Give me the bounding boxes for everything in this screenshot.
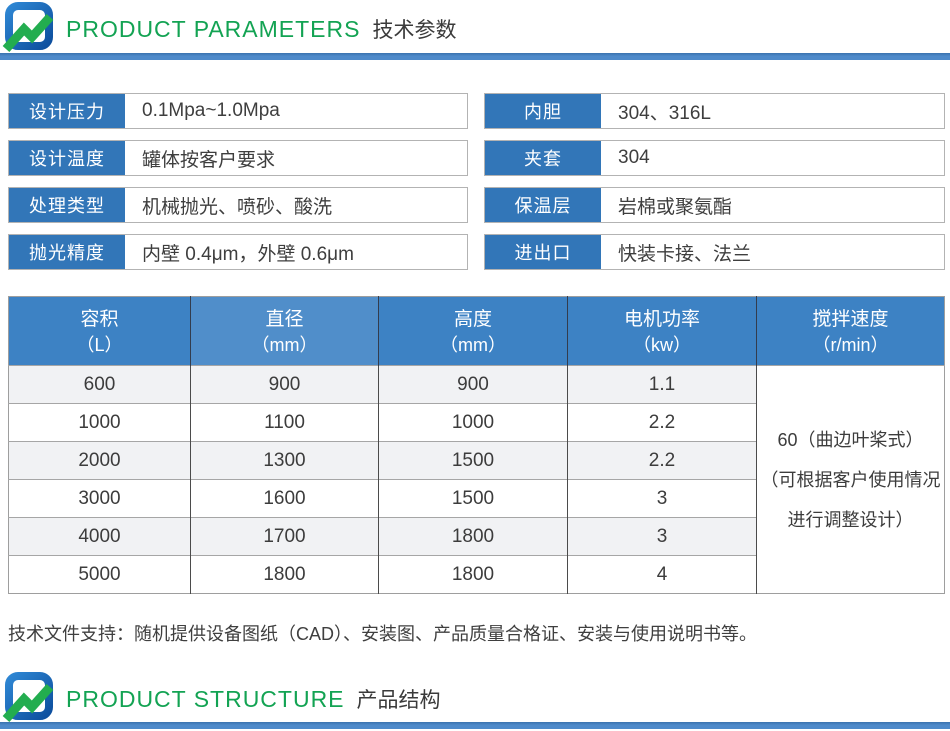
col-title: 容积 (80, 308, 119, 330)
col-unit: （mm） (440, 334, 506, 355)
spec-table-body: 600 900 900 1.1 60（曲边叶桨式） （可根据客户使用情况进行调整… (8, 365, 945, 594)
spec-label: 内胆 (485, 94, 601, 128)
table-row: 1000 1100 1000 2.2 (8, 403, 945, 442)
spec-label: 进出口 (485, 235, 601, 269)
cell-height: 1500 (378, 441, 568, 480)
col-title: 电机功率 (623, 308, 700, 330)
cell-motor-power: 3 (567, 479, 757, 518)
blue-divider-rule (0, 722, 950, 729)
spec-label: 抛光精度 (9, 235, 125, 269)
brand-logo-icon (2, 2, 54, 53)
table-row: 600 900 900 1.1 60（曲边叶桨式） （可根据客户使用情况进行调整… (8, 365, 945, 594)
section-title-en: PRODUCT STRUCTURE (66, 685, 345, 712)
cell-volume: 5000 (8, 555, 191, 594)
table-row: 5000 1800 1800 4 (8, 555, 945, 594)
table-row: 3000 1600 1500 3 (8, 479, 945, 518)
spec-box-treatment-type: 处理类型 机械抛光、喷砂、酸洗 (8, 187, 468, 223)
spec-value: 内壁 0.4μm，外壁 0.6μm (142, 243, 354, 265)
table-row: 2000 1300 1500 2.2 (8, 441, 945, 480)
cell-diameter: 1100 (190, 403, 379, 442)
spec-table-container: 容积 （L） 直径 （mm） 高度 （mm） 电机功率 （kw） (8, 296, 945, 594)
spec-value: 罐体按客户要求 (142, 149, 276, 171)
spec-value: 304、316L (618, 102, 711, 124)
section-title-cn: 产品结构 (356, 689, 441, 712)
cell-height: 900 (378, 365, 568, 404)
section-title-cn: 技术参数 (372, 19, 457, 42)
col-title: 搅拌速度 (812, 308, 889, 330)
spec-value: 快装卡接、法兰 (618, 243, 752, 265)
cell-height: 1800 (378, 555, 568, 594)
stir-note-line: （可根据客户使用情况进行调整设计） (760, 469, 941, 530)
col-header-volume: 容积 （L） (8, 296, 191, 366)
spec-label: 设计温度 (9, 141, 125, 175)
col-unit: （r/min） (812, 334, 889, 355)
blue-divider-rule (0, 53, 950, 60)
spec-table: 容积 （L） 直径 （mm） 高度 （mm） 电机功率 （kw） (8, 296, 945, 594)
spec-box-jacket: 夹套 304 (484, 140, 945, 176)
col-header-stir-speed: 搅拌速度 （r/min） (756, 296, 945, 366)
col-unit: （mm） (251, 334, 318, 355)
cell-volume: 600 (8, 365, 191, 404)
table-row: 4000 1700 1800 3 (8, 517, 945, 556)
cell-diameter: 1300 (190, 441, 379, 480)
spec-box-design-pressure: 设计压力 0.1Mpa~1.0Mpa (8, 93, 468, 129)
cell-volume: 3000 (8, 479, 191, 518)
spec-label: 设计压力 (9, 94, 125, 128)
col-header-motor-power: 电机功率 （kw） (567, 296, 757, 366)
cell-motor-power: 2.2 (567, 403, 757, 442)
spec-label: 处理类型 (9, 188, 125, 222)
cell-volume: 4000 (8, 517, 191, 556)
col-title: 直径 (265, 308, 304, 330)
spec-value: 0.1Mpa~1.0Mpa (142, 100, 280, 121)
brand-logo-icon (2, 672, 54, 723)
spec-box-design-temperature: 设计温度 罐体按客户要求 (8, 140, 468, 176)
cell-motor-power: 3 (567, 517, 757, 556)
spec-table-head: 容积 （L） 直径 （mm） 高度 （mm） 电机功率 （kw） (8, 296, 945, 366)
cell-motor-power: 2.2 (567, 441, 757, 480)
technical-documents-note: 技术文件支持：随机提供设备图纸（CAD）、安装图、产品质量合格证、安装与使用说明… (8, 624, 757, 644)
cell-diameter: 1700 (190, 517, 379, 556)
cell-stir-speed-merged: 60（曲边叶桨式） （可根据客户使用情况进行调整设计） (756, 365, 945, 594)
col-unit: （kw） (633, 334, 691, 355)
col-header-diameter: 直径 （mm） (190, 296, 379, 366)
cell-height: 1500 (378, 479, 568, 518)
cell-diameter: 1800 (190, 555, 379, 594)
stir-note-line: 60（曲边叶桨式） (777, 429, 924, 450)
col-header-height: 高度 （mm） (378, 296, 568, 366)
cell-diameter: 1600 (190, 479, 379, 518)
cell-height: 1000 (378, 403, 568, 442)
col-title: 高度 (453, 308, 492, 330)
spec-value: 机械抛光、喷砂、酸洗 (142, 196, 333, 218)
spec-box-polish-precision: 抛光精度 内壁 0.4μm，外壁 0.6μm (8, 234, 468, 270)
cell-motor-power: 1.1 (567, 365, 757, 404)
spec-box-insulation-layer: 保温层 岩棉或聚氨酯 (484, 187, 945, 223)
cell-motor-power: 4 (567, 555, 757, 594)
table-header-row: 容积 （L） 直径 （mm） 高度 （mm） 电机功率 （kw） (8, 296, 945, 366)
spec-box-inlet-outlet: 进出口 快装卡接、法兰 (484, 234, 945, 270)
section-header-structure: PRODUCT STRUCTURE 产品结构 (2, 672, 441, 726)
spec-value: 岩棉或聚氨酯 (618, 196, 733, 218)
section-title-en: PRODUCT PARAMETERS (66, 15, 361, 42)
section-header-parameters: PRODUCT PARAMETERS 技术参数 (2, 2, 456, 56)
cell-height: 1800 (378, 517, 568, 556)
cell-volume: 1000 (8, 403, 191, 442)
cell-volume: 2000 (8, 441, 191, 480)
spec-box-inner-tank: 内胆 304、316L (484, 93, 945, 129)
cell-diameter: 900 (190, 365, 379, 404)
spec-label: 夹套 (485, 141, 601, 175)
spec-label: 保温层 (485, 188, 601, 222)
spec-value: 304 (618, 147, 650, 168)
col-unit: （L） (76, 334, 123, 355)
spec-boxes: 设计压力 0.1Mpa~1.0Mpa 内胆 304、316L 设计温度 罐体按客… (8, 93, 945, 270)
